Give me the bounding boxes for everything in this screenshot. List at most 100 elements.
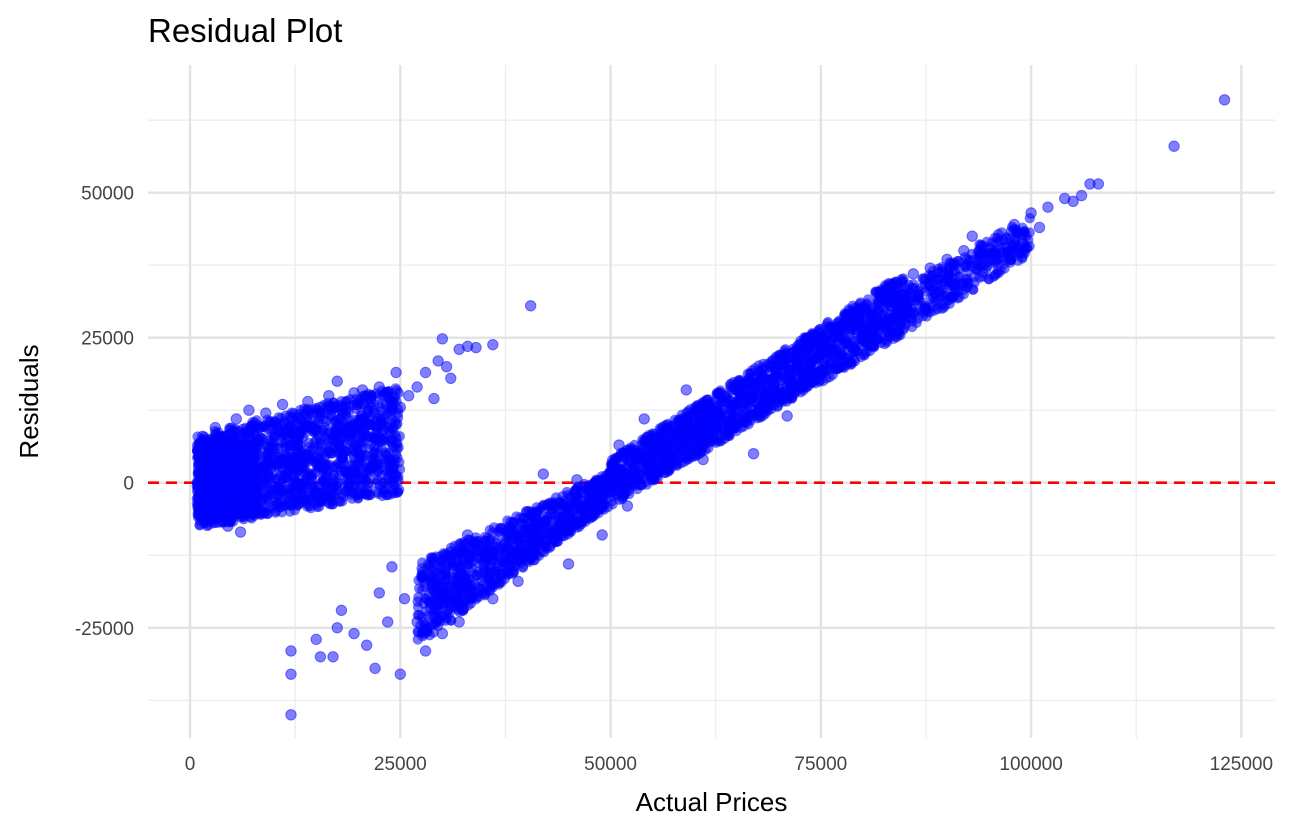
density-point [847, 341, 858, 352]
density-point [232, 501, 243, 513]
density-point [944, 292, 956, 303]
density-point [192, 467, 204, 478]
density-point [507, 524, 519, 536]
density-point [377, 483, 389, 495]
density-point [716, 396, 728, 407]
density-point [345, 436, 356, 447]
density-point [968, 271, 980, 282]
density-point [700, 394, 712, 406]
density-point [428, 585, 440, 597]
density-point [275, 486, 287, 498]
density-point [313, 439, 324, 451]
data-point [276, 398, 289, 411]
data-point [398, 593, 411, 605]
density-point [460, 572, 471, 584]
density-point [611, 489, 623, 500]
density-point [676, 413, 687, 425]
density-point [360, 473, 371, 484]
density-point [496, 522, 507, 534]
density-point [910, 293, 922, 304]
density-point [949, 281, 961, 292]
data-point [327, 651, 339, 663]
density-point [589, 509, 601, 520]
density-point [226, 437, 237, 449]
data-point [436, 333, 449, 345]
density-point [845, 357, 856, 368]
density-point [618, 455, 629, 467]
density-point [430, 551, 442, 562]
density-point [923, 269, 935, 281]
data-point [394, 668, 407, 680]
density-point [890, 289, 902, 301]
density-point [1018, 229, 1029, 241]
density-point [330, 415, 341, 426]
density-point [383, 435, 395, 447]
density-point [200, 491, 211, 503]
density-point [889, 313, 900, 325]
data-point [1033, 221, 1046, 234]
data-point [781, 410, 793, 422]
density-point [847, 300, 859, 312]
data-point [419, 366, 432, 379]
density-point [531, 502, 542, 513]
data-point [348, 627, 360, 640]
density-point [1005, 254, 1017, 266]
density-point [320, 468, 331, 480]
density-point [416, 627, 428, 639]
density-point [225, 470, 237, 481]
density-point [303, 437, 314, 449]
density-point [728, 376, 739, 388]
density-point [660, 462, 671, 474]
density-point [559, 499, 571, 510]
density-point [533, 533, 544, 544]
density-point [958, 284, 969, 295]
density-point [554, 506, 565, 518]
density-point [292, 411, 304, 422]
data-point [747, 448, 760, 460]
x-tick-label: 125000 [1210, 754, 1273, 775]
density-point [453, 548, 464, 560]
density-point [457, 605, 468, 616]
density-point [388, 479, 400, 490]
density-point [329, 426, 340, 438]
data-point [428, 392, 440, 405]
density-point [226, 452, 237, 463]
density-point [458, 556, 470, 567]
density-point [792, 347, 804, 359]
data-point [1067, 195, 1079, 208]
density-point [1024, 212, 1036, 224]
density-point [267, 472, 278, 484]
density-point [731, 396, 743, 408]
density-point [371, 388, 382, 399]
density-point [437, 590, 449, 601]
density-point [510, 540, 522, 552]
density-point [502, 566, 513, 577]
density-point [332, 400, 343, 411]
data-point [285, 709, 297, 721]
density-point [300, 465, 312, 477]
data-point [285, 668, 297, 680]
density-point [432, 615, 443, 627]
density-point [341, 486, 352, 497]
data-point [907, 268, 920, 280]
density-point [432, 562, 443, 573]
density-point [192, 452, 203, 463]
density-point [424, 559, 435, 571]
density-point [249, 417, 260, 428]
density-point [903, 284, 914, 296]
density-point [821, 331, 832, 343]
density-point [844, 327, 856, 338]
density-point [488, 522, 500, 533]
density-point [389, 416, 401, 427]
density-point [445, 571, 456, 582]
x-tick-label: 75000 [794, 754, 847, 775]
density-point [865, 321, 876, 332]
density-point [243, 473, 255, 484]
density-point [880, 292, 891, 303]
density-point [194, 438, 205, 450]
data-point [487, 338, 499, 351]
data-point [596, 529, 608, 541]
density-point [658, 441, 670, 453]
density-point [1007, 239, 1018, 251]
density-point [987, 255, 998, 267]
